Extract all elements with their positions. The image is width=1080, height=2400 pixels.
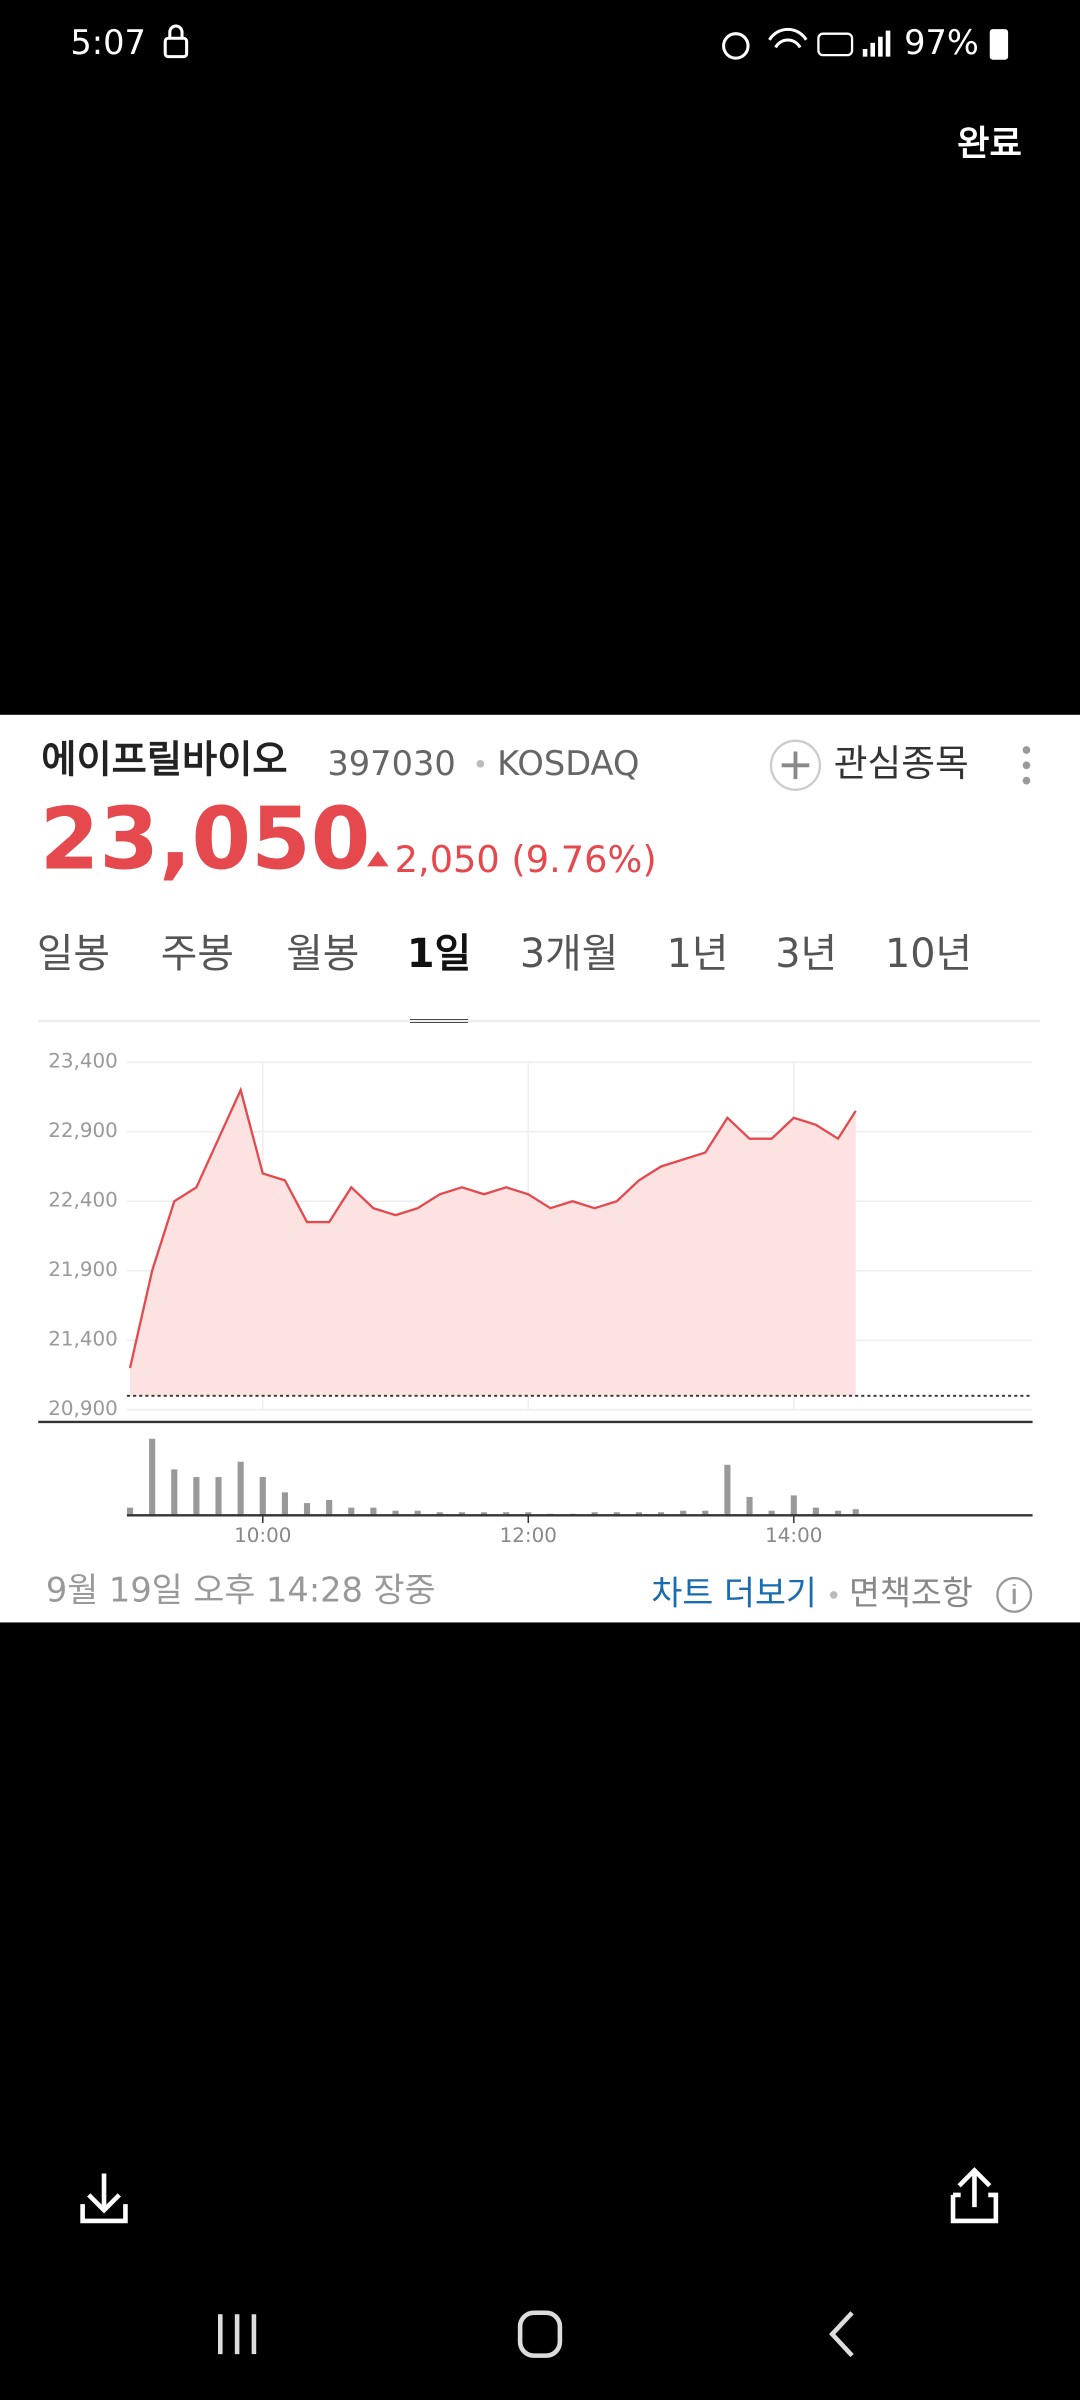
- period-tab[interactable]: 1년: [667, 931, 729, 977]
- volume-bar: [834, 1510, 842, 1516]
- period-tab[interactable]: 1일: [407, 931, 471, 977]
- battery-level: 97%: [904, 23, 979, 62]
- stock-code: 397030: [327, 744, 455, 783]
- y-tick-label: 23,400: [48, 1050, 118, 1073]
- volume-bar: [436, 1512, 443, 1516]
- volume-bar: [458, 1512, 465, 1516]
- separator-dot: [476, 759, 485, 768]
- price-chart: 20,900 21,400 21,900 22,400 22,900 23,400 10:0…: [38, 1050, 1033, 1547]
- y-tick-label: 22,400: [48, 1189, 118, 1212]
- volume-bar: [635, 1512, 642, 1516]
- period-tabs: 일봉 주봉 월봉 1일 3개월 1년 3년 10년: [37, 931, 972, 1023]
- back-button[interactable]: [829, 2311, 854, 2358]
- lock-icon: [163, 36, 189, 59]
- volume-bar: [724, 1464, 731, 1516]
- price-change: 2,050 (9.76%): [395, 838, 657, 881]
- volume-bar: [768, 1510, 775, 1516]
- done-button[interactable]: 완료: [957, 123, 1022, 164]
- volume-bar: [702, 1510, 709, 1516]
- add-watchlist-icon[interactable]: [769, 739, 822, 791]
- price-line: [128, 1086, 857, 1369]
- price-area: [130, 1090, 856, 1396]
- status-time: 5:07: [70, 23, 146, 62]
- volume-bar: [812, 1507, 819, 1516]
- x-tick-label: 10:00: [234, 1524, 291, 1547]
- up-arrow: [367, 851, 389, 867]
- period-tab[interactable]: 주봉: [161, 931, 234, 977]
- volume-bar: [326, 1500, 333, 1516]
- volume-bar: [126, 1507, 134, 1516]
- stock-card: [0, 714, 1080, 1623]
- battery-icon: [989, 29, 1009, 60]
- add-watchlist-icon: [781, 751, 810, 780]
- more-menu[interactable]: [1022, 746, 1031, 785]
- volume-bar: [657, 1512, 665, 1516]
- volume-bar: [171, 1469, 178, 1516]
- period-tab[interactable]: 일봉: [37, 931, 110, 977]
- watchlist-button[interactable]: 관심종목: [834, 742, 969, 785]
- volume-bar: [480, 1512, 488, 1516]
- volume-bar: [370, 1507, 377, 1516]
- recent-apps-button[interactable]: [217, 2314, 257, 2355]
- volume-bar: [680, 1510, 687, 1516]
- info-icon[interactable]: [996, 1576, 1033, 1613]
- volume-bar: [193, 1477, 200, 1516]
- home-button[interactable]: [517, 2310, 563, 2358]
- volume-bar: [215, 1477, 222, 1516]
- volume-bar: [348, 1507, 355, 1516]
- volume-bar: [149, 1438, 156, 1516]
- period-tab[interactable]: 3개월: [520, 931, 618, 977]
- volume-bar: [852, 1509, 859, 1516]
- period-tab[interactable]: 월봉: [286, 931, 359, 977]
- share-button[interactable]: [950, 2167, 999, 2224]
- volume-bar: [392, 1510, 399, 1516]
- volume-bar: [613, 1512, 620, 1516]
- signal-icon: [862, 30, 891, 57]
- volume-bar: [303, 1503, 311, 1516]
- alarm-icon: [722, 32, 750, 60]
- y-tick-label: 21,400: [48, 1328, 118, 1351]
- period-tab[interactable]: 3년: [775, 931, 837, 977]
- y-tick-label: 22,900: [48, 1119, 118, 1142]
- period-tab[interactable]: 10년: [885, 931, 972, 977]
- volume-bar: [591, 1512, 598, 1516]
- stock-price: 23,050: [40, 789, 371, 889]
- y-tick-label: 20,900: [48, 1397, 118, 1420]
- volume-bar: [525, 1512, 532, 1516]
- download-button[interactable]: [80, 2173, 128, 2224]
- volume-bar: [281, 1492, 288, 1516]
- x-tick-label: 12:00: [500, 1524, 557, 1547]
- disclaimer-link[interactable]: 면책조항: [849, 1573, 973, 1612]
- y-tick-label: 21,900: [48, 1258, 118, 1281]
- more-chart-link[interactable]: 차트 더보기: [651, 1573, 816, 1612]
- volume-bar: [746, 1496, 753, 1516]
- separator-dot: [829, 1591, 838, 1599]
- volume-bar: [790, 1495, 797, 1516]
- stock-market: KOSDAQ: [497, 744, 639, 783]
- volume-bar: [414, 1510, 421, 1516]
- stock-name: 에이프릴바이오: [41, 738, 287, 783]
- volume-bar: [503, 1512, 510, 1516]
- timestamp: 9월 19일 오후 14:28 장중: [46, 1570, 436, 1609]
- x-tick-label: 14:00: [765, 1524, 822, 1547]
- volume-bar: [237, 1461, 244, 1516]
- hd-icon: [817, 32, 854, 57]
- lock-icon: [168, 24, 184, 39]
- wifi-icon: [768, 27, 808, 49]
- volume-bar: [259, 1477, 266, 1516]
